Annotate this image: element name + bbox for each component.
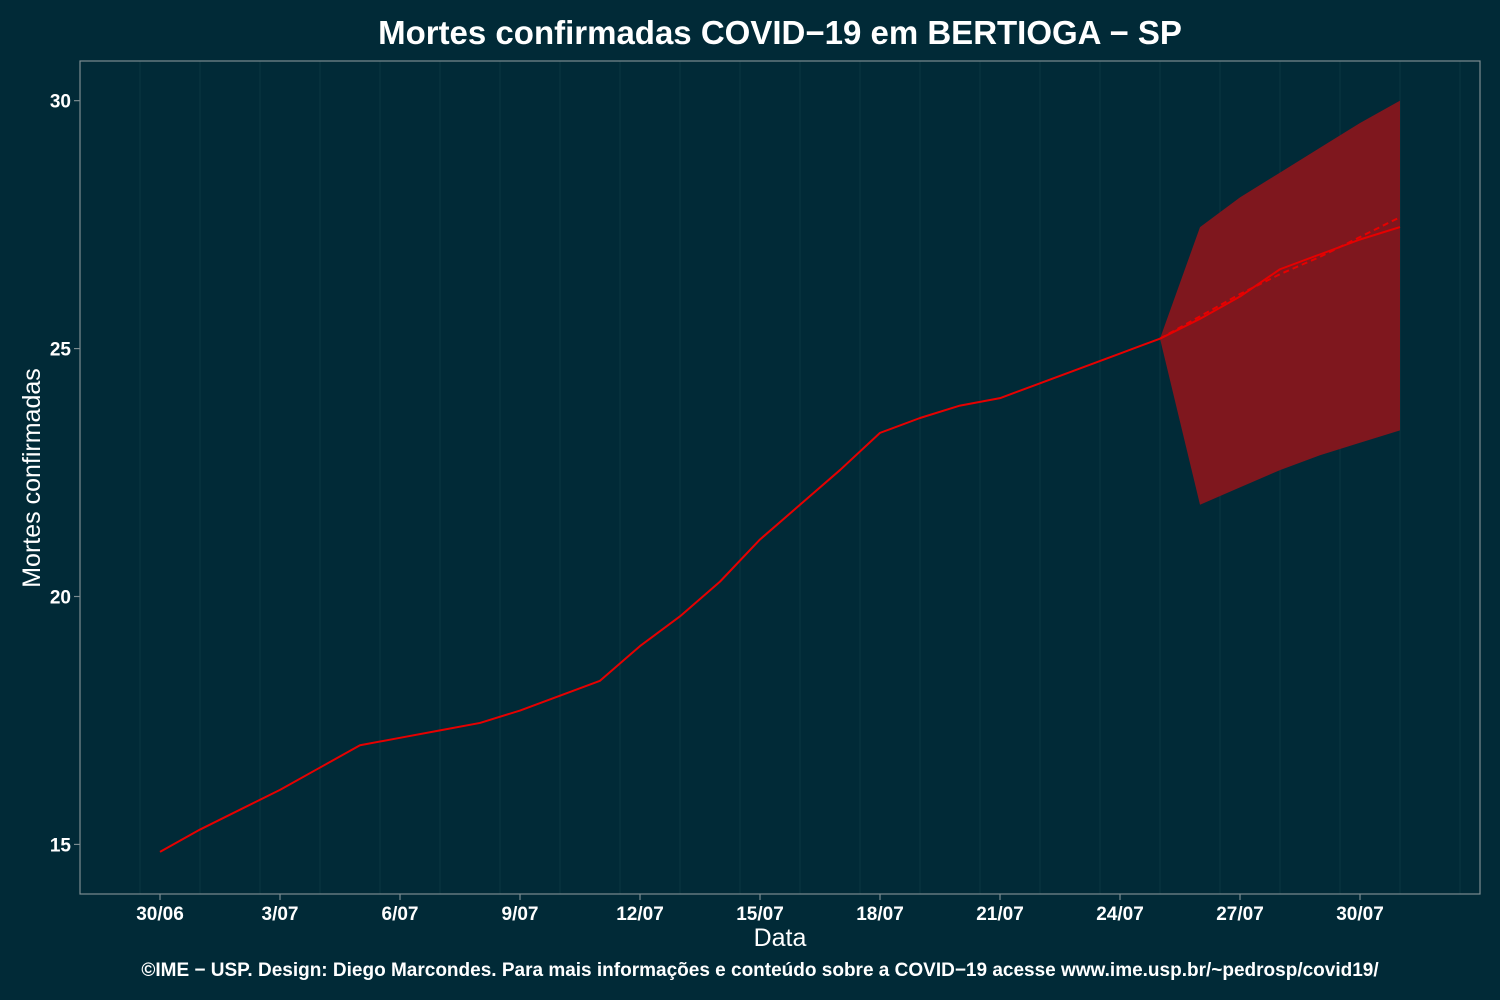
series-line-forecast (1159, 226, 1401, 340)
x-axis-label: Data (754, 924, 807, 952)
footer-credit: ©IME − USP. Design: Diego Marcondes. Par… (141, 960, 1379, 981)
series-lines (159, 216, 1401, 853)
x-tick-label: 9/07 (502, 904, 539, 925)
x-tick-label: 12/07 (616, 904, 664, 925)
x-axis: 30/06 3/07 6/07 9/07 12/07 15/07 18/07 21/07 24/… (136, 894, 1384, 925)
x-tick-label: 24/07 (1096, 904, 1144, 925)
series-line-observed (159, 337, 1161, 853)
prediction-band-area (1160, 100, 1400, 505)
y-axis-label: Mortes confirmadas (18, 368, 46, 588)
x-tick-label: 6/07 (382, 904, 419, 925)
x-tick-label: 27/07 (1216, 904, 1264, 925)
x-tick-label: 30/06 (136, 904, 184, 925)
grid (79, 61, 1461, 894)
x-tick-label: 30/07 (1336, 904, 1384, 925)
y-tick-label: 15 (50, 835, 72, 856)
y-tick-label: 25 (50, 340, 72, 361)
x-tick-label: 21/07 (976, 904, 1024, 925)
x-tick-label: 18/07 (856, 904, 904, 925)
y-axis: 15 20 25 30 (50, 92, 80, 856)
y-tick-label: 30 (50, 92, 71, 113)
y-tick-label: 20 (50, 588, 71, 609)
x-tick-label: 15/07 (736, 904, 784, 925)
x-tick-label: 3/07 (262, 904, 299, 925)
plot-panel-border (79, 60, 1481, 895)
chart-title: Mortes confirmadas COVID−19 em BERTIOGA … (378, 14, 1182, 51)
series-line-forecast-dashed (1159, 216, 1401, 340)
prediction-band (1160, 100, 1400, 505)
